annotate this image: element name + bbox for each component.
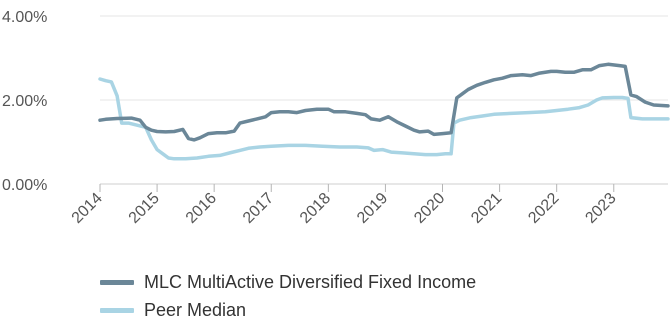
legend-swatch-mlc xyxy=(100,279,134,285)
x-tick-label: 2014 xyxy=(69,190,106,227)
legend-item-mlc: MLC MultiActive Diversified Fixed Income xyxy=(100,268,476,296)
x-tick-label: 2019 xyxy=(354,190,391,227)
y-tick-label: 0.00% xyxy=(2,177,47,194)
x-tick-label: 2017 xyxy=(240,190,277,227)
legend-label-mlc: MLC MultiActive Diversified Fixed Income xyxy=(144,271,477,292)
legend: MLC MultiActive Diversified Fixed Income… xyxy=(100,268,476,324)
legend-label-peer-median: Peer Median xyxy=(144,299,247,320)
x-axis: 2014 2015 2016 2017 2018 2019 2020 2021 2022 2023 xyxy=(69,183,668,227)
x-tick-label: 2015 xyxy=(126,190,163,227)
x-tick-label: 2022 xyxy=(525,190,562,227)
x-tick-label: 2016 xyxy=(183,190,220,227)
y-tick-label: 2.00% xyxy=(2,93,47,110)
y-axis-ticks: 0.00% 2.00% 4.00% xyxy=(2,9,47,194)
x-tick-label: 2023 xyxy=(582,190,619,227)
x-tick-label: 2020 xyxy=(411,190,448,227)
legend-item-peer-median: Peer Median xyxy=(100,296,476,324)
x-tick-label: 2018 xyxy=(297,190,334,227)
y-tick-label: 4.00% xyxy=(2,9,47,26)
series-line-mlc xyxy=(98,62,670,142)
series-lines xyxy=(98,62,670,161)
legend-swatch-peer-median xyxy=(100,307,134,313)
series-line-peer-median xyxy=(98,77,670,161)
x-tick-label: 2021 xyxy=(468,190,505,227)
